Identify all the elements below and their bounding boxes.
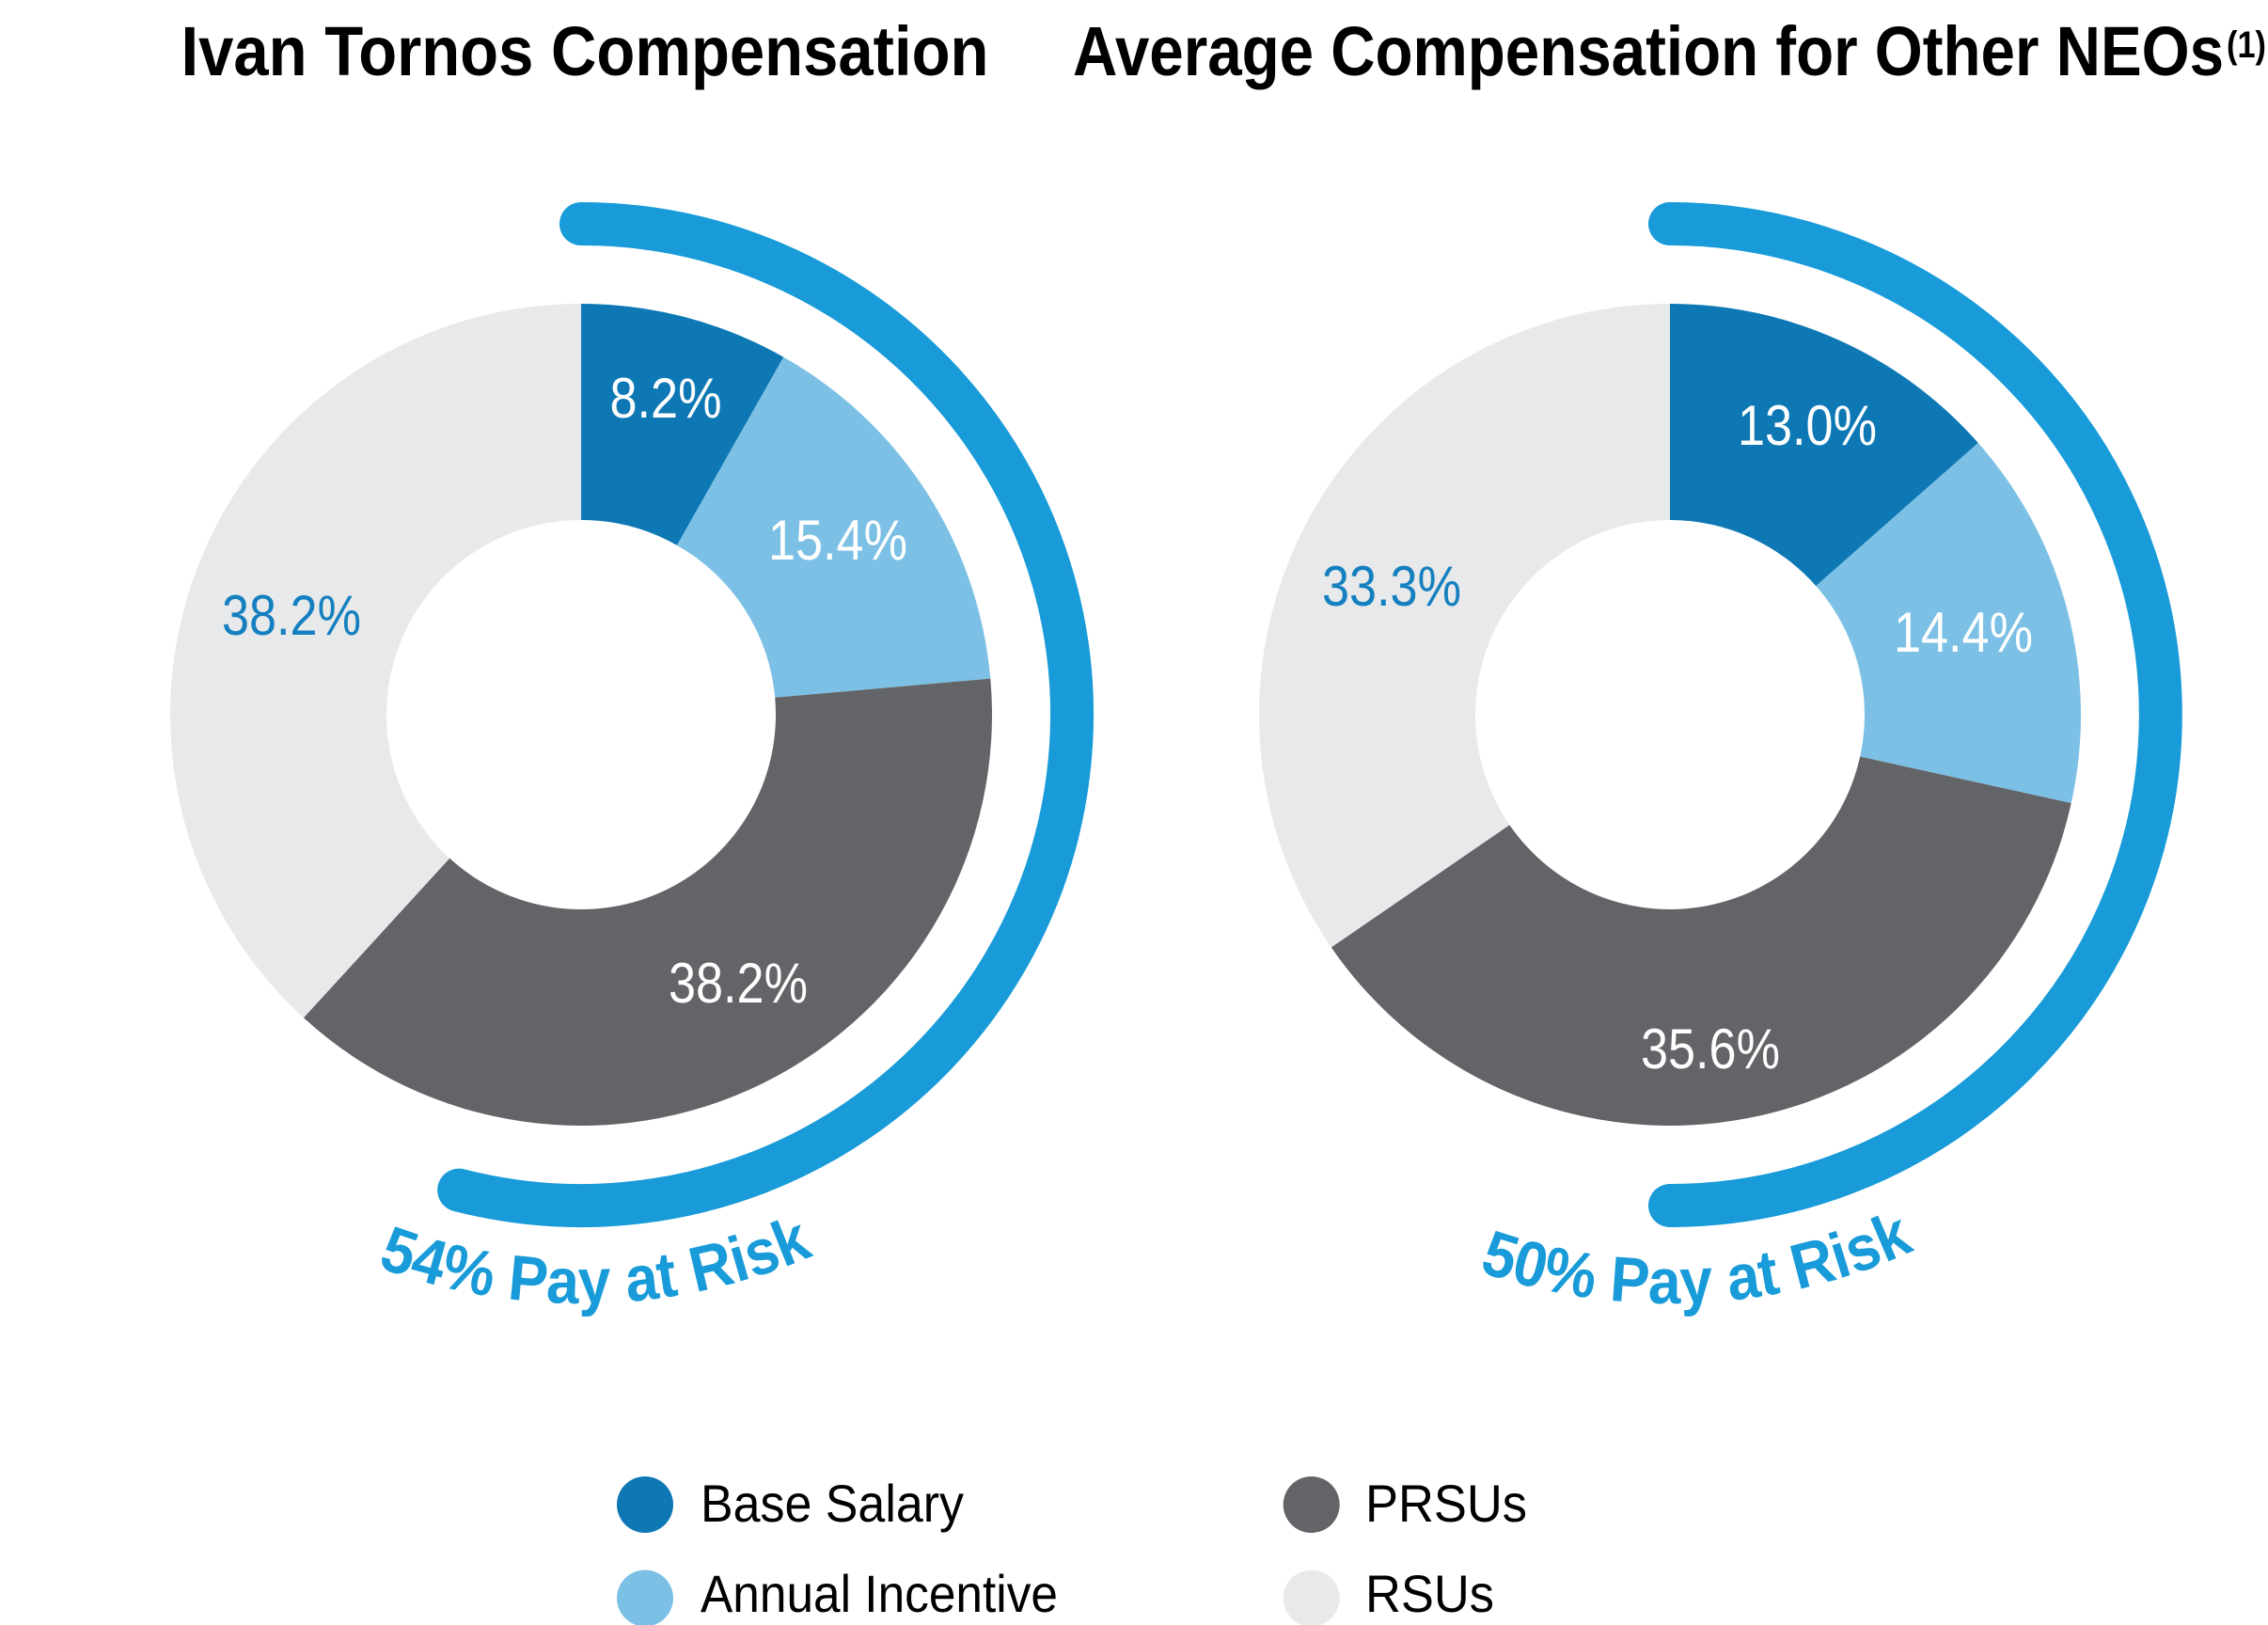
svg-text:15.4%: 15.4%	[768, 509, 907, 572]
svg-text:Base Salary: Base Salary	[701, 1474, 964, 1533]
svg-text:PRSUs: PRSUs	[1365, 1474, 1527, 1533]
svg-text:RSUs: RSUs	[1365, 1564, 1494, 1623]
svg-text:38.2%: 38.2%	[669, 952, 808, 1015]
svg-text:35.6%: 35.6%	[1641, 1018, 1780, 1081]
svg-text:Ivan Tornos Compensation: Ivan Tornos Compensation	[181, 12, 989, 90]
svg-text:14.4%: 14.4%	[1894, 601, 2033, 664]
svg-text:13.0%: 13.0%	[1738, 394, 1877, 457]
svg-text:Annual Incentive: Annual Incentive	[701, 1564, 1058, 1623]
svg-text:33.3%: 33.3%	[1322, 555, 1461, 618]
svg-text:Average Compensation for Other: Average Compensation for Other NEOs	[1073, 12, 2224, 90]
svg-text:8.2%: 8.2%	[610, 367, 722, 430]
svg-text:38.2%: 38.2%	[222, 584, 361, 647]
svg-text:(1): (1)	[2227, 24, 2266, 66]
